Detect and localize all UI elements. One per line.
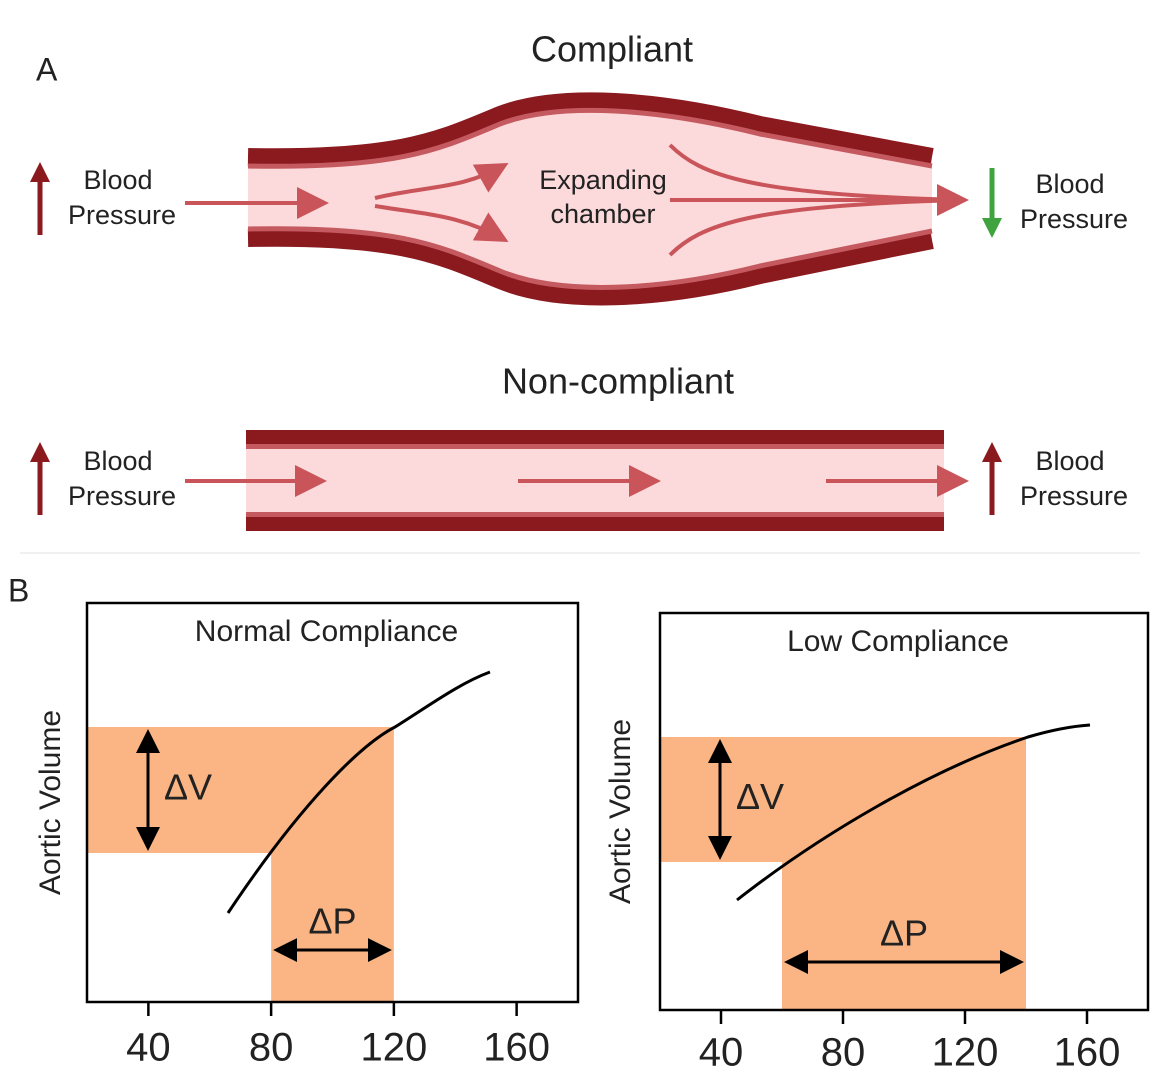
panel-label: A bbox=[36, 51, 58, 87]
delta-p-label: ΔP bbox=[880, 913, 928, 954]
vessel-wall bbox=[246, 517, 944, 531]
label: Pressure bbox=[68, 200, 176, 230]
title: Non-compliant bbox=[502, 361, 734, 402]
x-tick-label: 120 bbox=[361, 1026, 428, 1070]
plots: Normal Compliance Aortic Volume ΔV ΔP 40 80 12… bbox=[34, 603, 1148, 1072]
title: Compliant bbox=[531, 29, 693, 70]
y-axis-label: Aortic Volume bbox=[604, 719, 637, 904]
label: Pressure bbox=[68, 481, 176, 511]
figure: A Compliant Blood Pressure Expanding cha… bbox=[0, 0, 1152, 1072]
label: Blood bbox=[1035, 169, 1104, 199]
delta-v-label: ΔV bbox=[164, 767, 212, 808]
x-tick-label: 120 bbox=[932, 1031, 999, 1072]
x-tick-label: 80 bbox=[249, 1026, 294, 1070]
y-axis-label: Aortic Volume bbox=[34, 710, 67, 895]
label: Expanding bbox=[539, 165, 667, 195]
shaded-region bbox=[660, 737, 1026, 1010]
page: A Compliant Blood Pressure Expanding cha… bbox=[0, 0, 1152, 1072]
label: Blood bbox=[1035, 446, 1104, 476]
label: Blood bbox=[83, 165, 152, 195]
x-tick-label: 40 bbox=[699, 1031, 744, 1072]
vessel-wall bbox=[246, 430, 944, 444]
label: Pressure bbox=[1020, 481, 1128, 511]
x-tick-label: 80 bbox=[821, 1031, 866, 1072]
label: Blood bbox=[83, 446, 152, 476]
shaded-region bbox=[87, 727, 394, 1002]
plot-title: Normal Compliance bbox=[195, 615, 458, 648]
label: Pressure bbox=[1020, 204, 1128, 234]
x-tick-label: 40 bbox=[126, 1026, 171, 1070]
plot-title: Low Compliance bbox=[787, 625, 1009, 658]
delta-p-label: ΔP bbox=[308, 901, 356, 942]
vessel-wall-inner bbox=[246, 444, 944, 449]
x-tick-label: 160 bbox=[1054, 1031, 1121, 1072]
label: chamber bbox=[550, 199, 655, 229]
vessel-wall-inner bbox=[246, 512, 944, 517]
delta-v-label: ΔV bbox=[736, 776, 784, 817]
x-tick-label: 160 bbox=[483, 1026, 550, 1070]
panel-label: B bbox=[8, 572, 29, 608]
